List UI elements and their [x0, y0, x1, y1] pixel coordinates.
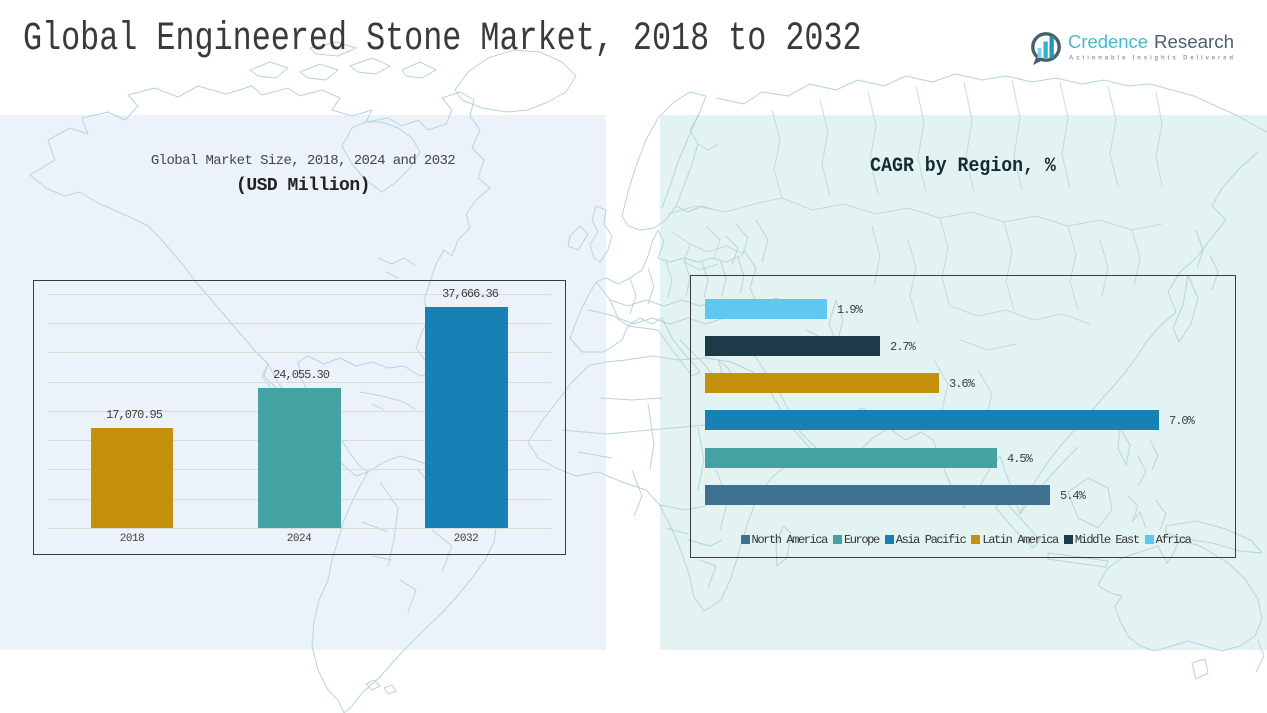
- svg-text:Research: Research: [1154, 32, 1234, 52]
- svg-text:Credence: Credence: [1068, 32, 1148, 52]
- svg-text:Actionable Insights Delivered: Actionable Insights Delivered: [1069, 56, 1233, 62]
